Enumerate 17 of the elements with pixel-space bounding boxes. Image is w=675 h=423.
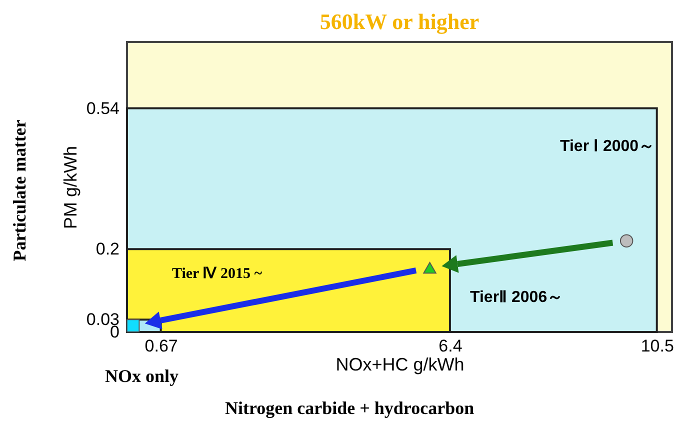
point [620,234,634,248]
chart-title: 560kW or higher [320,9,480,34]
text: NOx only [105,366,179,387]
point [423,262,436,274]
text: Nitrogen carbide + hydrocarbon [225,398,474,419]
y-tick-label: 0.54 [86,98,120,118]
y-tick-label: 0.2 [96,240,120,259]
text: Particulate matter [10,118,30,264]
annotation: Tier Ⅳ 2015 ~ [172,265,262,283]
x-axis-title: NOx+HC g/kWh [336,354,464,374]
x-tick-label: 0.67 [144,336,178,356]
x-tick-label: 10.5 [640,336,674,356]
y-axis-title: PM g/kWh [60,146,80,230]
annotation: Tier Ⅰ 2000～ [560,137,655,157]
point [126,319,140,332]
x-tick-label: 6.4 [438,336,462,356]
annotation: TierⅡ 2006～ [470,288,564,308]
